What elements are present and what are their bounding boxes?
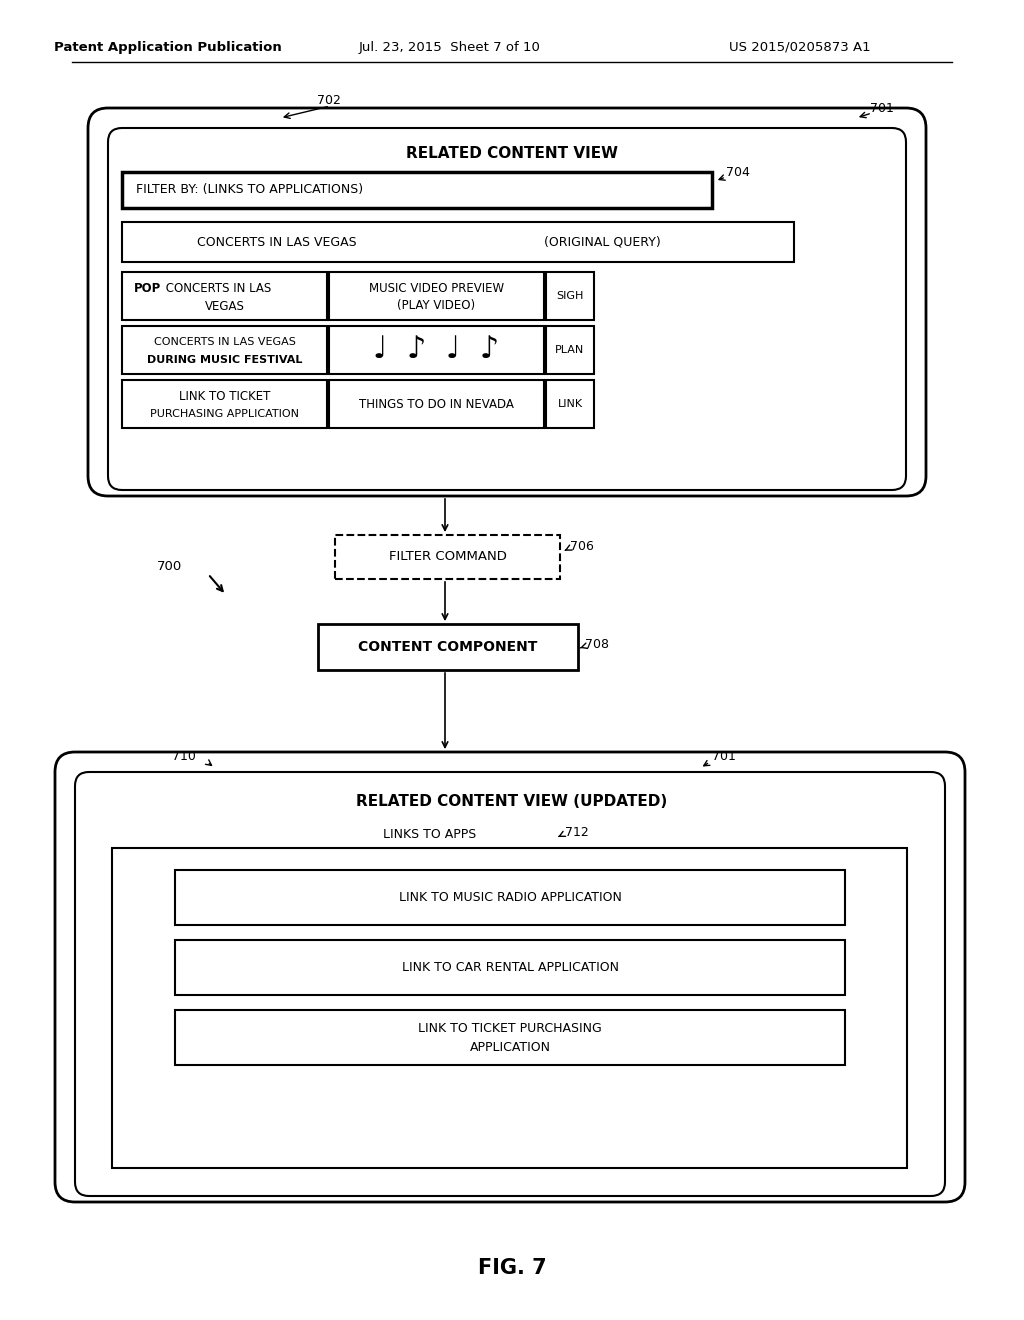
Bar (329, 272, 544, 319)
Bar (546, 326, 594, 374)
Text: MUSIC VIDEO PREVIEW: MUSIC VIDEO PREVIEW (369, 281, 504, 294)
Text: CONCERTS IN LAS VEGAS: CONCERTS IN LAS VEGAS (198, 235, 356, 248)
Bar (122, 272, 327, 319)
Text: APPLICATION: APPLICATION (469, 1041, 551, 1053)
Bar (318, 624, 578, 671)
Bar (122, 380, 327, 428)
Text: 700: 700 (157, 561, 182, 573)
Bar (175, 940, 845, 995)
Text: 712: 712 (565, 825, 589, 838)
Text: (PLAY VIDEO): (PLAY VIDEO) (397, 300, 475, 313)
Text: LINK TO TICKET PURCHASING: LINK TO TICKET PURCHASING (418, 1022, 602, 1035)
Text: CONCERTS IN LAS: CONCERTS IN LAS (162, 281, 271, 294)
Text: 706: 706 (570, 540, 594, 553)
Bar (122, 222, 794, 261)
Text: 710: 710 (172, 751, 196, 763)
Text: PURCHASING APPLICATION: PURCHASING APPLICATION (150, 409, 299, 418)
Text: (ORIGINAL QUERY): (ORIGINAL QUERY) (544, 235, 660, 248)
Text: LINKS TO APPS: LINKS TO APPS (383, 829, 476, 842)
Text: ♩  ♪  ♩  ♪: ♩ ♪ ♩ ♪ (374, 335, 500, 364)
Text: LINK TO TICKET: LINK TO TICKET (179, 389, 270, 403)
Text: SIGH: SIGH (556, 290, 584, 301)
Text: VEGAS: VEGAS (205, 300, 245, 313)
Text: 708: 708 (585, 639, 609, 652)
Bar (546, 272, 594, 319)
Text: US 2015/0205873 A1: US 2015/0205873 A1 (729, 41, 870, 54)
Bar (546, 380, 594, 428)
Text: Jul. 23, 2015  Sheet 7 of 10: Jul. 23, 2015 Sheet 7 of 10 (359, 41, 541, 54)
Text: RELATED CONTENT VIEW: RELATED CONTENT VIEW (406, 145, 618, 161)
Text: 701: 701 (870, 102, 894, 115)
Text: RELATED CONTENT VIEW (UPDATED): RELATED CONTENT VIEW (UPDATED) (356, 795, 668, 809)
Bar (122, 326, 327, 374)
Text: FILTER COMMAND: FILTER COMMAND (388, 550, 507, 564)
Text: Patent Application Publication: Patent Application Publication (54, 41, 282, 54)
Text: LINK TO MUSIC RADIO APPLICATION: LINK TO MUSIC RADIO APPLICATION (398, 891, 622, 904)
Text: DURING MUSIC FESTIVAL: DURING MUSIC FESTIVAL (146, 355, 302, 366)
Bar (335, 535, 560, 579)
Bar (112, 847, 907, 1168)
Bar (175, 1010, 845, 1065)
Text: PLAN: PLAN (555, 345, 585, 355)
Bar (175, 870, 845, 925)
Text: CONTENT COMPONENT: CONTENT COMPONENT (358, 640, 538, 653)
Text: 702: 702 (317, 94, 341, 107)
Bar (122, 172, 712, 209)
Text: POP: POP (134, 281, 161, 294)
Text: THINGS TO DO IN NEVADA: THINGS TO DO IN NEVADA (359, 397, 514, 411)
Text: FILTER BY: (LINKS TO APPLICATIONS): FILTER BY: (LINKS TO APPLICATIONS) (136, 183, 364, 197)
Text: LINK: LINK (557, 399, 583, 409)
Text: LINK TO CAR RENTAL APPLICATION: LINK TO CAR RENTAL APPLICATION (401, 961, 618, 974)
Bar (329, 326, 544, 374)
Text: FIG. 7: FIG. 7 (477, 1258, 547, 1278)
Text: 701: 701 (712, 751, 736, 763)
Text: 704: 704 (726, 165, 750, 178)
Text: CONCERTS IN LAS VEGAS: CONCERTS IN LAS VEGAS (154, 337, 296, 347)
Bar (329, 380, 544, 428)
